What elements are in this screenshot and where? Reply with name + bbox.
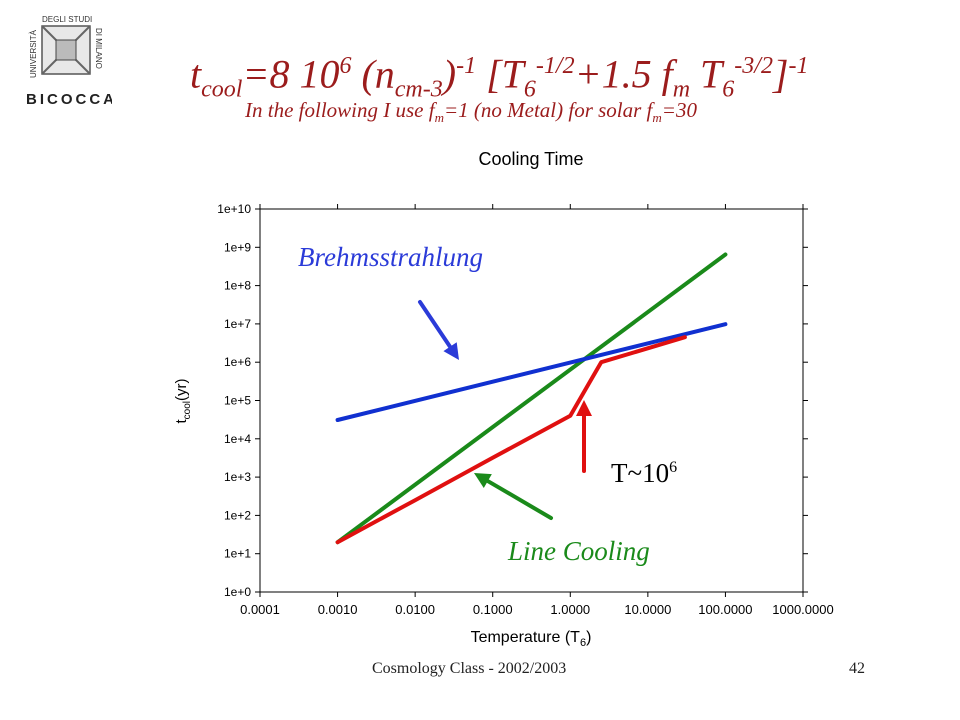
- y-axis-label-t: t: [173, 419, 190, 424]
- slide-subtitle: In the following I use fm=1 (no Metal) f…: [245, 98, 697, 126]
- chart-title: Cooling Time: [478, 149, 583, 169]
- logo-bottom-text: BICOCCA: [26, 91, 112, 108]
- x-axis-label-close: ): [586, 629, 591, 646]
- title-sub-cool: cool: [201, 76, 243, 103]
- subtitle-part2: =1 (no Metal) for solar f: [443, 98, 653, 122]
- y-tick-label: 1e+5: [224, 394, 251, 408]
- line-cooling-series: [335, 252, 728, 545]
- y-tick-label: 1e+4: [224, 432, 251, 446]
- y-tick-label: 1e+7: [224, 317, 251, 331]
- title-n: (n: [351, 51, 395, 97]
- title-exp-mhalf: -1/2: [535, 53, 575, 79]
- footer-page-number: 42: [849, 660, 865, 677]
- y-tick-label: 1e+3: [224, 470, 251, 484]
- title-eq: =8 10: [242, 51, 340, 97]
- title-sub-6: 6: [523, 76, 536, 103]
- y-axis-label-unit: (yr): [173, 378, 190, 401]
- title-bracket-close: ]: [772, 51, 789, 97]
- y-tick-label: 1e+6: [224, 355, 251, 369]
- subtitle-part1: In the following I use f: [245, 98, 435, 122]
- x-axis-label-sub: 6: [580, 637, 586, 649]
- title-sub-cm: cm-3: [394, 76, 443, 103]
- temperature-arrow: [576, 400, 592, 473]
- line-cooling-label: Line Cooling: [508, 536, 650, 566]
- subtitle-sub-m1: m: [434, 110, 444, 126]
- title-plus-f: +1.5 f: [574, 51, 673, 97]
- title-exp-m1: -1: [456, 53, 477, 79]
- line-cooling-arrow: [474, 473, 553, 520]
- y-tick-label: 1e+2: [224, 508, 251, 522]
- title-close-paren: ): [442, 51, 457, 97]
- title-sub-m: m: [672, 76, 691, 103]
- y-tick-label: 1e+10: [217, 202, 251, 216]
- y-axis-label-sub: cool: [182, 401, 193, 419]
- y-tick-label: 1e+9: [224, 240, 251, 254]
- y-tick-label: 1e+8: [224, 279, 251, 293]
- total-cooling-series: [335, 335, 687, 545]
- slide-title: tcool=8 106 (ncm-3)-1 [T6-1/2+1.5 fm T6-…: [190, 42, 930, 113]
- title-exp-6: 6: [339, 53, 352, 79]
- university-logo: UNIVERSITÀ DEGLI STUDI DI MILANO BICOCCA: [26, 15, 112, 108]
- logo-right-text: DI MILANO: [94, 28, 103, 69]
- subtitle-part3: =30: [661, 98, 697, 122]
- x-tick-label: 1.0000: [550, 602, 590, 617]
- x-tick-label: 0.0010: [318, 602, 358, 617]
- x-axis-label-main: Temperature (T: [471, 629, 581, 646]
- title-exp-m1b: -1: [788, 53, 809, 79]
- y-tick-label: 1e+0: [224, 585, 251, 599]
- x-tick-label: 1000.0000: [772, 602, 833, 617]
- x-tick-label: 0.1000: [473, 602, 513, 617]
- temperature-note-exp: 6: [669, 459, 678, 476]
- temperature-note: T~106: [611, 458, 677, 489]
- x-tick-label: 10.0000: [624, 602, 671, 617]
- subtitle-sub-m2: m: [652, 110, 662, 126]
- y-axis-label: tcool(yr): [173, 378, 193, 423]
- title-t: t: [190, 51, 202, 97]
- x-tick-label: 0.0100: [395, 602, 435, 617]
- x-axis-label: Temperature (T6): [471, 629, 592, 649]
- x-tick-label: 0.0001: [240, 602, 280, 617]
- logo-top-text: DEGLI STUDI: [42, 15, 92, 24]
- footer-course: Cosmology Class - 2002/2003: [372, 660, 567, 677]
- logo-left-text: UNIVERSITÀ: [29, 29, 38, 78]
- brems-label: Brehmsstrahlung: [298, 242, 484, 272]
- x-tick-label: 100.0000: [698, 602, 752, 617]
- temperature-note-base: T~10: [611, 458, 670, 488]
- brems-arrow: [418, 300, 459, 360]
- title-sub-6b: 6: [722, 76, 735, 103]
- title-t2: T: [690, 51, 723, 97]
- bremsstrahlung-series: [335, 322, 728, 422]
- y-tick-label: 1e+1: [224, 547, 251, 561]
- title-exp-m32: -3/2: [734, 53, 773, 79]
- title-bracket-t: [T: [476, 51, 524, 97]
